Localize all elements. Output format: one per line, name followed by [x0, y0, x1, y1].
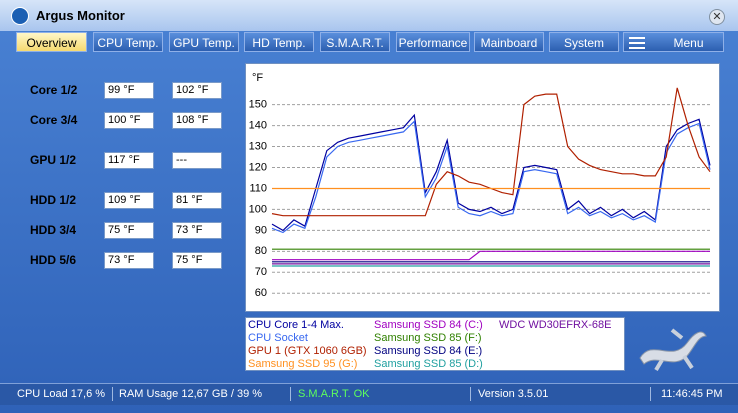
y-tick-label: 140 — [249, 119, 267, 131]
y-tick-label: 150 — [249, 99, 267, 111]
y-tick-label: 60 — [255, 287, 267, 299]
reading-label: HDD 3/4 — [30, 223, 77, 237]
tab[interactable]: CPU Temp. — [93, 32, 163, 52]
legend-entry: Samsung SSD 85 (F:) — [374, 332, 482, 344]
logo — [639, 328, 707, 372]
reading-label: HDD 1/2 — [30, 193, 77, 207]
window-title: Argus Monitor — [36, 8, 125, 23]
reading-value: 73 °F — [104, 252, 154, 269]
separator — [470, 387, 471, 401]
tab[interactable]: HD Temp. — [244, 32, 314, 52]
close-button[interactable]: ✕ — [709, 9, 725, 25]
status-bar: CPU Load 17,6 % RAM Usage 12,67 GB / 39 … — [0, 383, 738, 405]
tab[interactable]: S.M.A.R.T. — [320, 32, 390, 52]
reading-value: 100 °F — [104, 112, 154, 129]
legend-entry: Samsung SSD 95 (G:) — [248, 358, 358, 370]
y-tick-label: 120 — [249, 161, 267, 173]
clock: 11:46:45 PM — [661, 388, 723, 400]
reading-label: GPU 1/2 — [30, 153, 77, 167]
menu-icon — [629, 37, 645, 49]
separator — [290, 387, 291, 401]
tab[interactable]: Menu — [623, 32, 724, 52]
tab[interactable]: System — [549, 32, 619, 52]
reading-value: 109 °F — [104, 192, 154, 209]
temperature-chart: °F 60 70 80 90 100 110 120 130 140 150 — [245, 63, 720, 312]
separator — [650, 387, 651, 401]
cpu-load: CPU Load 17,6 % — [17, 388, 106, 400]
tab[interactable]: GPU Temp. — [169, 32, 239, 52]
separator — [112, 387, 113, 401]
y-tick-label: 90 — [255, 224, 267, 236]
y-tick-label: 80 — [255, 245, 267, 257]
reading-value: 73 °F — [172, 222, 222, 239]
series-line — [271, 113, 711, 232]
ram-usage: RAM Usage 12,67 GB / 39 % — [119, 388, 263, 400]
reading-value: --- — [172, 152, 222, 169]
tab[interactable]: Performance — [396, 32, 470, 52]
reading-value: 99 °F — [104, 82, 154, 99]
legend-entry: Samsung SSD 85 (D:) — [374, 358, 483, 370]
reading-value: 81 °F — [172, 192, 222, 209]
legend-entry: CPU Socket — [248, 332, 308, 344]
reading-value: 117 °F — [104, 152, 154, 169]
y-axis-label: °F — [252, 72, 263, 84]
reading-value: 75 °F — [172, 252, 222, 269]
tab[interactable]: Mainboard — [474, 32, 544, 52]
legend: CPU Core 1-4 Max. CPU Socket GPU 1 (GTX 10… — [245, 317, 625, 371]
reading-label: Core 3/4 — [30, 113, 78, 127]
y-tick-label: 130 — [249, 140, 267, 152]
reading-label: Core 1/2 — [30, 83, 78, 97]
legend-entry: WDC WD30EFRX-68E — [499, 319, 612, 331]
series-line — [271, 120, 711, 234]
smart-status: S.M.A.R.T. OK — [298, 388, 370, 400]
version: Version 3.5.01 — [478, 388, 549, 400]
title-bar: Argus Monitor ✕ — [0, 0, 738, 31]
legend-entry: Samsung SSD 84 (E:) — [374, 345, 483, 357]
legend-entry: Samsung SSD 84 (C:) — [374, 319, 483, 331]
series-line — [272, 250, 710, 261]
reading-label: HDD 5/6 — [30, 253, 77, 267]
tab-label: Menu — [673, 36, 704, 50]
y-tick-label: 100 — [249, 203, 267, 215]
app-icon — [11, 7, 29, 25]
legend-entry: GPU 1 (GTX 1060 6GB) — [248, 345, 367, 357]
reading-value: 102 °F — [172, 82, 222, 99]
y-tick-label: 70 — [255, 266, 267, 278]
y-tick-label: 110 — [249, 182, 267, 194]
reading-value: 108 °F — [172, 112, 222, 129]
reading-value: 75 °F — [104, 222, 154, 239]
tab[interactable]: Overview — [16, 32, 87, 52]
legend-entry: CPU Core 1-4 Max. — [248, 319, 344, 331]
